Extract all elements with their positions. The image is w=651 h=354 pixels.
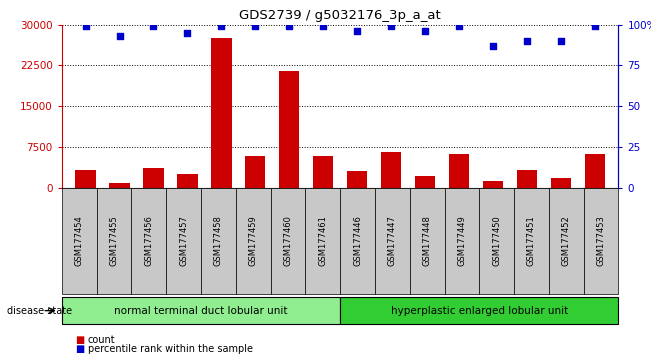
Point (250, 24, 260, 29)
Text: GSM177458: GSM177458 (214, 215, 223, 266)
Text: GSM177456: GSM177456 (145, 215, 154, 266)
Bar (279, 71, 299, 188)
Text: GSM177452: GSM177452 (562, 215, 571, 266)
Text: GSM177457: GSM177457 (179, 215, 188, 266)
Point (488, 43, 498, 49)
Text: ■: ■ (75, 335, 84, 345)
Text: GSM177453: GSM177453 (596, 215, 605, 266)
Point (521, 38, 532, 44)
Bar (211, 38, 232, 188)
Bar (482, 181, 503, 188)
Text: GSM177447: GSM177447 (388, 215, 397, 266)
Text: disease state: disease state (7, 306, 72, 316)
Text: GSM177461: GSM177461 (318, 215, 327, 266)
Text: GSM177448: GSM177448 (422, 215, 432, 266)
Text: ■: ■ (75, 344, 84, 354)
Text: hyperplastic enlarged lobular unit: hyperplastic enlarged lobular unit (391, 306, 568, 316)
Point (454, 24, 464, 29)
Point (80, 24, 90, 29)
Point (318, 24, 328, 29)
Point (216, 24, 227, 29)
Title: GDS2739 / g5032176_3p_a_at: GDS2739 / g5032176_3p_a_at (240, 9, 441, 22)
Bar (381, 152, 401, 188)
Text: GSM177454: GSM177454 (75, 215, 84, 266)
Text: GSM177446: GSM177446 (353, 215, 362, 266)
Text: GSM177451: GSM177451 (527, 215, 536, 266)
Bar (109, 183, 130, 188)
Bar (76, 170, 96, 188)
Text: GSM177449: GSM177449 (458, 215, 466, 266)
Point (115, 33, 125, 39)
Text: normal terminal duct lobular unit: normal terminal duct lobular unit (114, 306, 288, 316)
Bar (551, 178, 571, 188)
Bar (313, 156, 333, 188)
Bar (143, 167, 163, 188)
Text: GSM177455: GSM177455 (109, 215, 118, 266)
Point (555, 38, 566, 44)
Bar (415, 176, 435, 188)
Bar (517, 170, 537, 188)
Bar (347, 171, 367, 188)
Point (352, 28, 363, 34)
Point (386, 24, 396, 29)
Point (148, 24, 159, 29)
Point (284, 24, 294, 29)
Bar (449, 154, 469, 188)
Text: GSM177459: GSM177459 (249, 215, 258, 266)
Text: GSM177460: GSM177460 (283, 215, 292, 266)
Bar (585, 154, 605, 188)
Text: count: count (88, 335, 115, 345)
Bar (177, 174, 198, 188)
Point (590, 24, 600, 29)
Bar (245, 156, 266, 188)
Text: percentile rank within the sample: percentile rank within the sample (88, 344, 253, 354)
Point (182, 30, 193, 36)
Point (420, 28, 430, 34)
Text: GSM177450: GSM177450 (492, 215, 501, 266)
